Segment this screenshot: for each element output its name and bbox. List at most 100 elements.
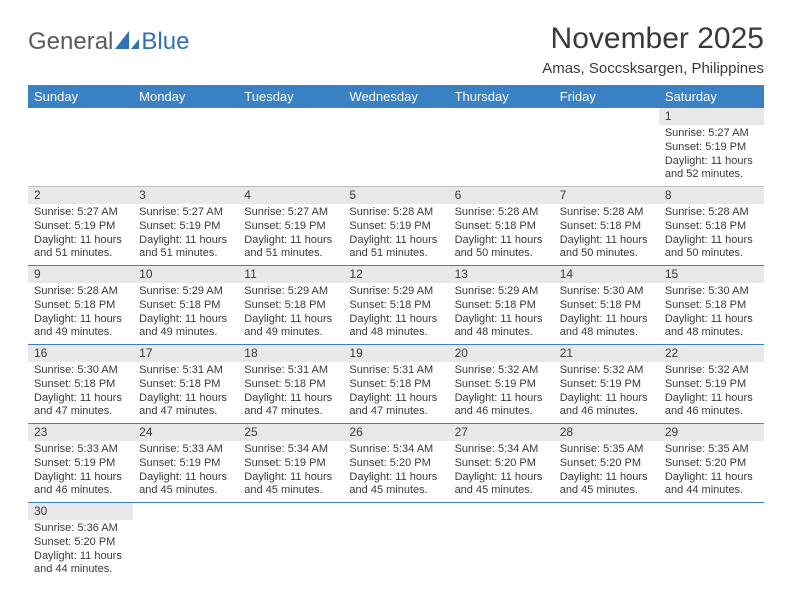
cell-line: Sunrise: 5:27 AM — [139, 206, 232, 220]
calendar-cell: 24Sunrise: 5:33 AMSunset: 5:19 PMDayligh… — [133, 424, 238, 503]
cell-line: Sunset: 5:19 PM — [560, 378, 653, 392]
cell-line: Daylight: 11 hours — [665, 471, 758, 485]
calendar-cell: 2Sunrise: 5:27 AMSunset: 5:19 PMDaylight… — [28, 187, 133, 266]
cell-line: and 47 minutes. — [349, 405, 442, 419]
cell-line: Sunset: 5:18 PM — [139, 378, 232, 392]
day-number: 3 — [133, 187, 238, 204]
calendar-row: 9Sunrise: 5:28 AMSunset: 5:18 PMDaylight… — [28, 266, 764, 345]
header-row: General Blue November 2025 — [28, 22, 764, 56]
day-number: 21 — [554, 345, 659, 362]
cell-line: and 51 minutes. — [139, 247, 232, 261]
cell-line: Sunset: 5:19 PM — [139, 457, 232, 471]
calendar-cell: 27Sunrise: 5:34 AMSunset: 5:20 PMDayligh… — [449, 424, 554, 503]
cell-line: and 45 minutes. — [455, 484, 548, 498]
cell-line: Sunset: 5:18 PM — [455, 220, 548, 234]
cell-line: Sunset: 5:20 PM — [34, 536, 127, 550]
cell-line: Sunrise: 5:32 AM — [560, 364, 653, 378]
cell-line: and 48 minutes. — [665, 326, 758, 340]
day-number: 10 — [133, 266, 238, 283]
calendar-cell — [133, 503, 238, 582]
calendar-cell: 15Sunrise: 5:30 AMSunset: 5:18 PMDayligh… — [659, 266, 764, 345]
day-number: 4 — [238, 187, 343, 204]
calendar-cell: 9Sunrise: 5:28 AMSunset: 5:18 PMDaylight… — [28, 266, 133, 345]
calendar-cell — [554, 108, 659, 187]
day-number: 24 — [133, 424, 238, 441]
day-number: 7 — [554, 187, 659, 204]
cell-line: Sunrise: 5:27 AM — [34, 206, 127, 220]
calendar-row: 16Sunrise: 5:30 AMSunset: 5:18 PMDayligh… — [28, 345, 764, 424]
cell-line: Sunrise: 5:29 AM — [139, 285, 232, 299]
cell-line: Sunset: 5:19 PM — [665, 378, 758, 392]
cell-line: Sunset: 5:20 PM — [455, 457, 548, 471]
day-number: 1 — [659, 108, 764, 125]
cell-line: and 46 minutes. — [455, 405, 548, 419]
cell-line: and 47 minutes. — [34, 405, 127, 419]
calendar-cell: 3Sunrise: 5:27 AMSunset: 5:19 PMDaylight… — [133, 187, 238, 266]
cell-line: Sunset: 5:19 PM — [244, 220, 337, 234]
calendar-cell: 26Sunrise: 5:34 AMSunset: 5:20 PMDayligh… — [343, 424, 448, 503]
day-number: 17 — [133, 345, 238, 362]
cell-line: Sunrise: 5:30 AM — [665, 285, 758, 299]
calendar-cell: 18Sunrise: 5:31 AMSunset: 5:18 PMDayligh… — [238, 345, 343, 424]
cell-line: Sunrise: 5:28 AM — [34, 285, 127, 299]
cell-line: Daylight: 11 hours — [349, 313, 442, 327]
logo-word1: General — [28, 28, 113, 56]
day-number: 30 — [28, 503, 133, 520]
cell-line: Daylight: 11 hours — [34, 471, 127, 485]
cell-line: and 49 minutes. — [139, 326, 232, 340]
cell-line: Daylight: 11 hours — [349, 234, 442, 248]
day-number: 19 — [343, 345, 448, 362]
cell-line: Daylight: 11 hours — [665, 392, 758, 406]
day-number: 13 — [449, 266, 554, 283]
cell-line: Sunset: 5:18 PM — [665, 220, 758, 234]
weekday-header: Friday — [554, 85, 659, 108]
cell-line: Sunset: 5:18 PM — [244, 378, 337, 392]
cell-line: Daylight: 11 hours — [139, 234, 232, 248]
location-line: Amas, Soccsksargen, Philippines — [28, 60, 764, 77]
calendar-cell: 22Sunrise: 5:32 AMSunset: 5:19 PMDayligh… — [659, 345, 764, 424]
weekday-header: Thursday — [449, 85, 554, 108]
cell-line: and 46 minutes. — [34, 484, 127, 498]
calendar-cell — [554, 503, 659, 582]
cell-line: Sunset: 5:20 PM — [560, 457, 653, 471]
cell-line: Sunset: 5:18 PM — [244, 299, 337, 313]
calendar-cell: 7Sunrise: 5:28 AMSunset: 5:18 PMDaylight… — [554, 187, 659, 266]
weekday-header: Tuesday — [238, 85, 343, 108]
cell-line: Sunset: 5:19 PM — [244, 457, 337, 471]
cell-line: Daylight: 11 hours — [455, 471, 548, 485]
calendar-cell — [659, 503, 764, 582]
day-number: 5 — [343, 187, 448, 204]
day-number: 25 — [238, 424, 343, 441]
cell-line: Daylight: 11 hours — [139, 313, 232, 327]
calendar-row: 30Sunrise: 5:36 AMSunset: 5:20 PMDayligh… — [28, 503, 764, 582]
calendar-cell: 25Sunrise: 5:34 AMSunset: 5:19 PMDayligh… — [238, 424, 343, 503]
calendar-cell: 10Sunrise: 5:29 AMSunset: 5:18 PMDayligh… — [133, 266, 238, 345]
cell-line: Sunrise: 5:28 AM — [560, 206, 653, 220]
day-number: 9 — [28, 266, 133, 283]
cell-line: and 51 minutes. — [349, 247, 442, 261]
cell-line: and 49 minutes. — [34, 326, 127, 340]
cell-line: Daylight: 11 hours — [244, 313, 337, 327]
cell-line: Sunrise: 5:32 AM — [455, 364, 548, 378]
cell-line: and 44 minutes. — [34, 563, 127, 577]
cell-line: and 47 minutes. — [244, 405, 337, 419]
cell-line: Daylight: 11 hours — [665, 234, 758, 248]
cell-line: Sunrise: 5:31 AM — [349, 364, 442, 378]
cell-line: Sunset: 5:18 PM — [560, 299, 653, 313]
cell-line: Sunrise: 5:34 AM — [244, 443, 337, 457]
cell-line: and 51 minutes. — [244, 247, 337, 261]
weekday-header: Wednesday — [343, 85, 448, 108]
cell-line: and 49 minutes. — [244, 326, 337, 340]
cell-line: and 48 minutes. — [349, 326, 442, 340]
calendar-cell: 11Sunrise: 5:29 AMSunset: 5:18 PMDayligh… — [238, 266, 343, 345]
day-number: 16 — [28, 345, 133, 362]
cell-line: and 44 minutes. — [665, 484, 758, 498]
weekday-header: Sunday — [28, 85, 133, 108]
cell-line: Sunrise: 5:34 AM — [349, 443, 442, 457]
cell-line: and 47 minutes. — [139, 405, 232, 419]
cell-line: Daylight: 11 hours — [244, 392, 337, 406]
cell-line: Daylight: 11 hours — [665, 313, 758, 327]
weekday-header: Monday — [133, 85, 238, 108]
day-number: 29 — [659, 424, 764, 441]
cell-line: Daylight: 11 hours — [139, 471, 232, 485]
